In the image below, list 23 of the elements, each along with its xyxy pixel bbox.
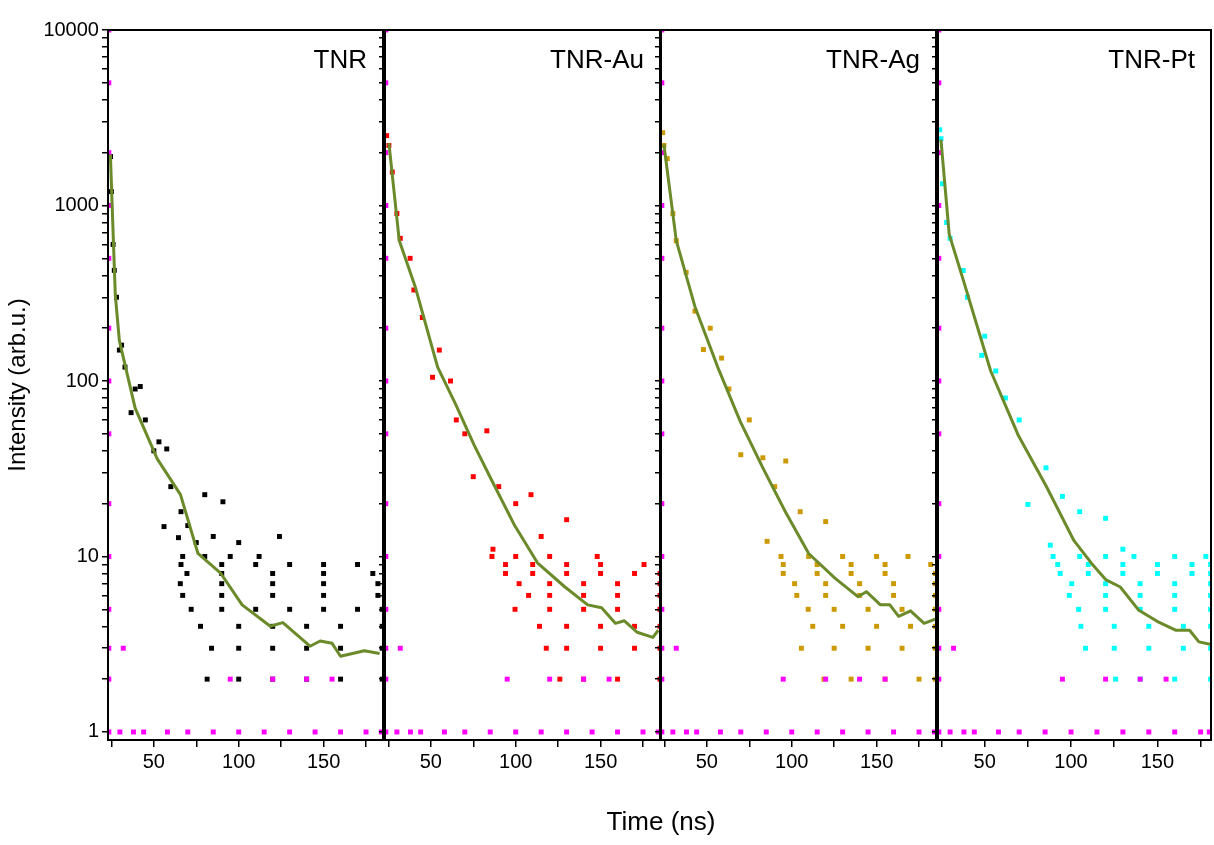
x-tick-label: 150 — [1140, 749, 1174, 772]
x-tick-label: 150 — [859, 749, 894, 772]
y-tick-label: 1000 — [54, 193, 99, 216]
x-tick-label: 100 — [498, 749, 532, 772]
x-tick-label: 50 — [973, 749, 996, 772]
text: TNR — [313, 44, 367, 74]
x-tick-label: 50 — [419, 749, 442, 772]
y-axis-title: Intensity (arb.u.) — [3, 298, 31, 472]
text: TNR-Ag — [826, 44, 920, 74]
x-tick-label: 100 — [1053, 749, 1088, 772]
y-tick-label: 10000 — [43, 17, 99, 40]
text: TNR-Pt — [1107, 44, 1196, 74]
y-tick-label: 10 — [76, 543, 99, 566]
x-tick-label: 100 — [222, 749, 256, 772]
x-axis-title: Time (ns) — [606, 806, 716, 837]
x-tick-label: 150 — [583, 749, 617, 772]
x-tick-label: 50 — [142, 749, 165, 772]
x-tick-label: 50 — [695, 749, 718, 772]
text: TNR-Au — [549, 44, 644, 74]
x-tick-label: 150 — [306, 749, 341, 772]
y-tick-label: 1 — [87, 719, 99, 742]
x-tick-label: 100 — [775, 749, 809, 772]
y-tick-label: 100 — [65, 368, 99, 391]
